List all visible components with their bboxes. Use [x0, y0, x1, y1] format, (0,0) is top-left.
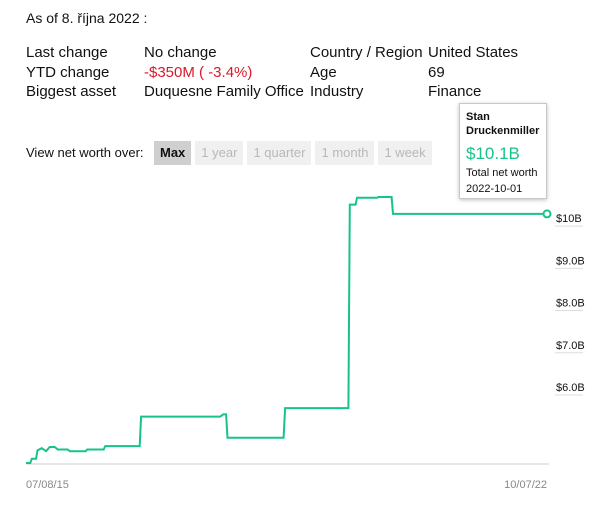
tooltip-date: 2022-10-01 — [466, 183, 523, 195]
y-tick-label: $10B — [556, 213, 582, 225]
last-change-value: No change — [144, 44, 217, 61]
country-label: Country / Region — [310, 44, 423, 61]
range-1-year-button[interactable]: 1 year — [195, 141, 244, 165]
age-value: 69 — [428, 63, 445, 81]
tooltip-caption: Total net worth — [466, 167, 538, 179]
industry-label: Industry — [310, 83, 364, 100]
tooltip-value: $10.1B — [466, 144, 520, 163]
stats-right: Country / Region United States Age 69 Indu… — [310, 43, 518, 102]
ytd-change-label: YTD change — [26, 63, 110, 81]
range-max-button[interactable]: Max — [154, 141, 192, 165]
age-label: Age — [310, 63, 337, 81]
range-1-month-button[interactable]: 1 month — [315, 141, 375, 165]
biggest-asset-value: Duquesne Family Office — [144, 83, 304, 100]
as-of-date: As of 8. října 2022 : — [26, 10, 148, 26]
last-change-label: Last change — [26, 44, 108, 61]
view-over-label: View net worth over: — [26, 145, 144, 160]
ytd-change-value: -$350M ( -3.4%) — [144, 63, 253, 81]
tooltip-name: Stan Druckenmiller — [466, 111, 540, 137]
chart-tooltip: Stan Druckenmiller $10.1B Total net wort… — [459, 103, 547, 199]
range-1-quarter-button[interactable]: 1 quarter — [247, 141, 312, 165]
y-tick-label: $6.0B — [556, 382, 585, 394]
range-1-week-button[interactable]: 1 week — [378, 141, 432, 165]
industry-value: Finance — [428, 83, 482, 100]
country-value: United States — [428, 44, 519, 61]
range-selector: Max 1 year 1 quarter 1 month 1 week — [154, 141, 436, 165]
x-tick-label-end: 10/07/22 — [504, 479, 547, 491]
biggest-asset-label: Biggest asset — [26, 83, 117, 100]
stats-left: Last change No change YTD change -$350M ( … — [26, 43, 304, 102]
latest-value-marker — [542, 209, 552, 219]
y-tick-label: $7.0B — [556, 340, 585, 352]
y-tick-label: $9.0B — [556, 255, 585, 267]
x-tick-label-start: 07/08/15 — [26, 479, 69, 491]
net-worth-line — [26, 196, 547, 464]
y-tick-label: $8.0B — [556, 298, 585, 310]
